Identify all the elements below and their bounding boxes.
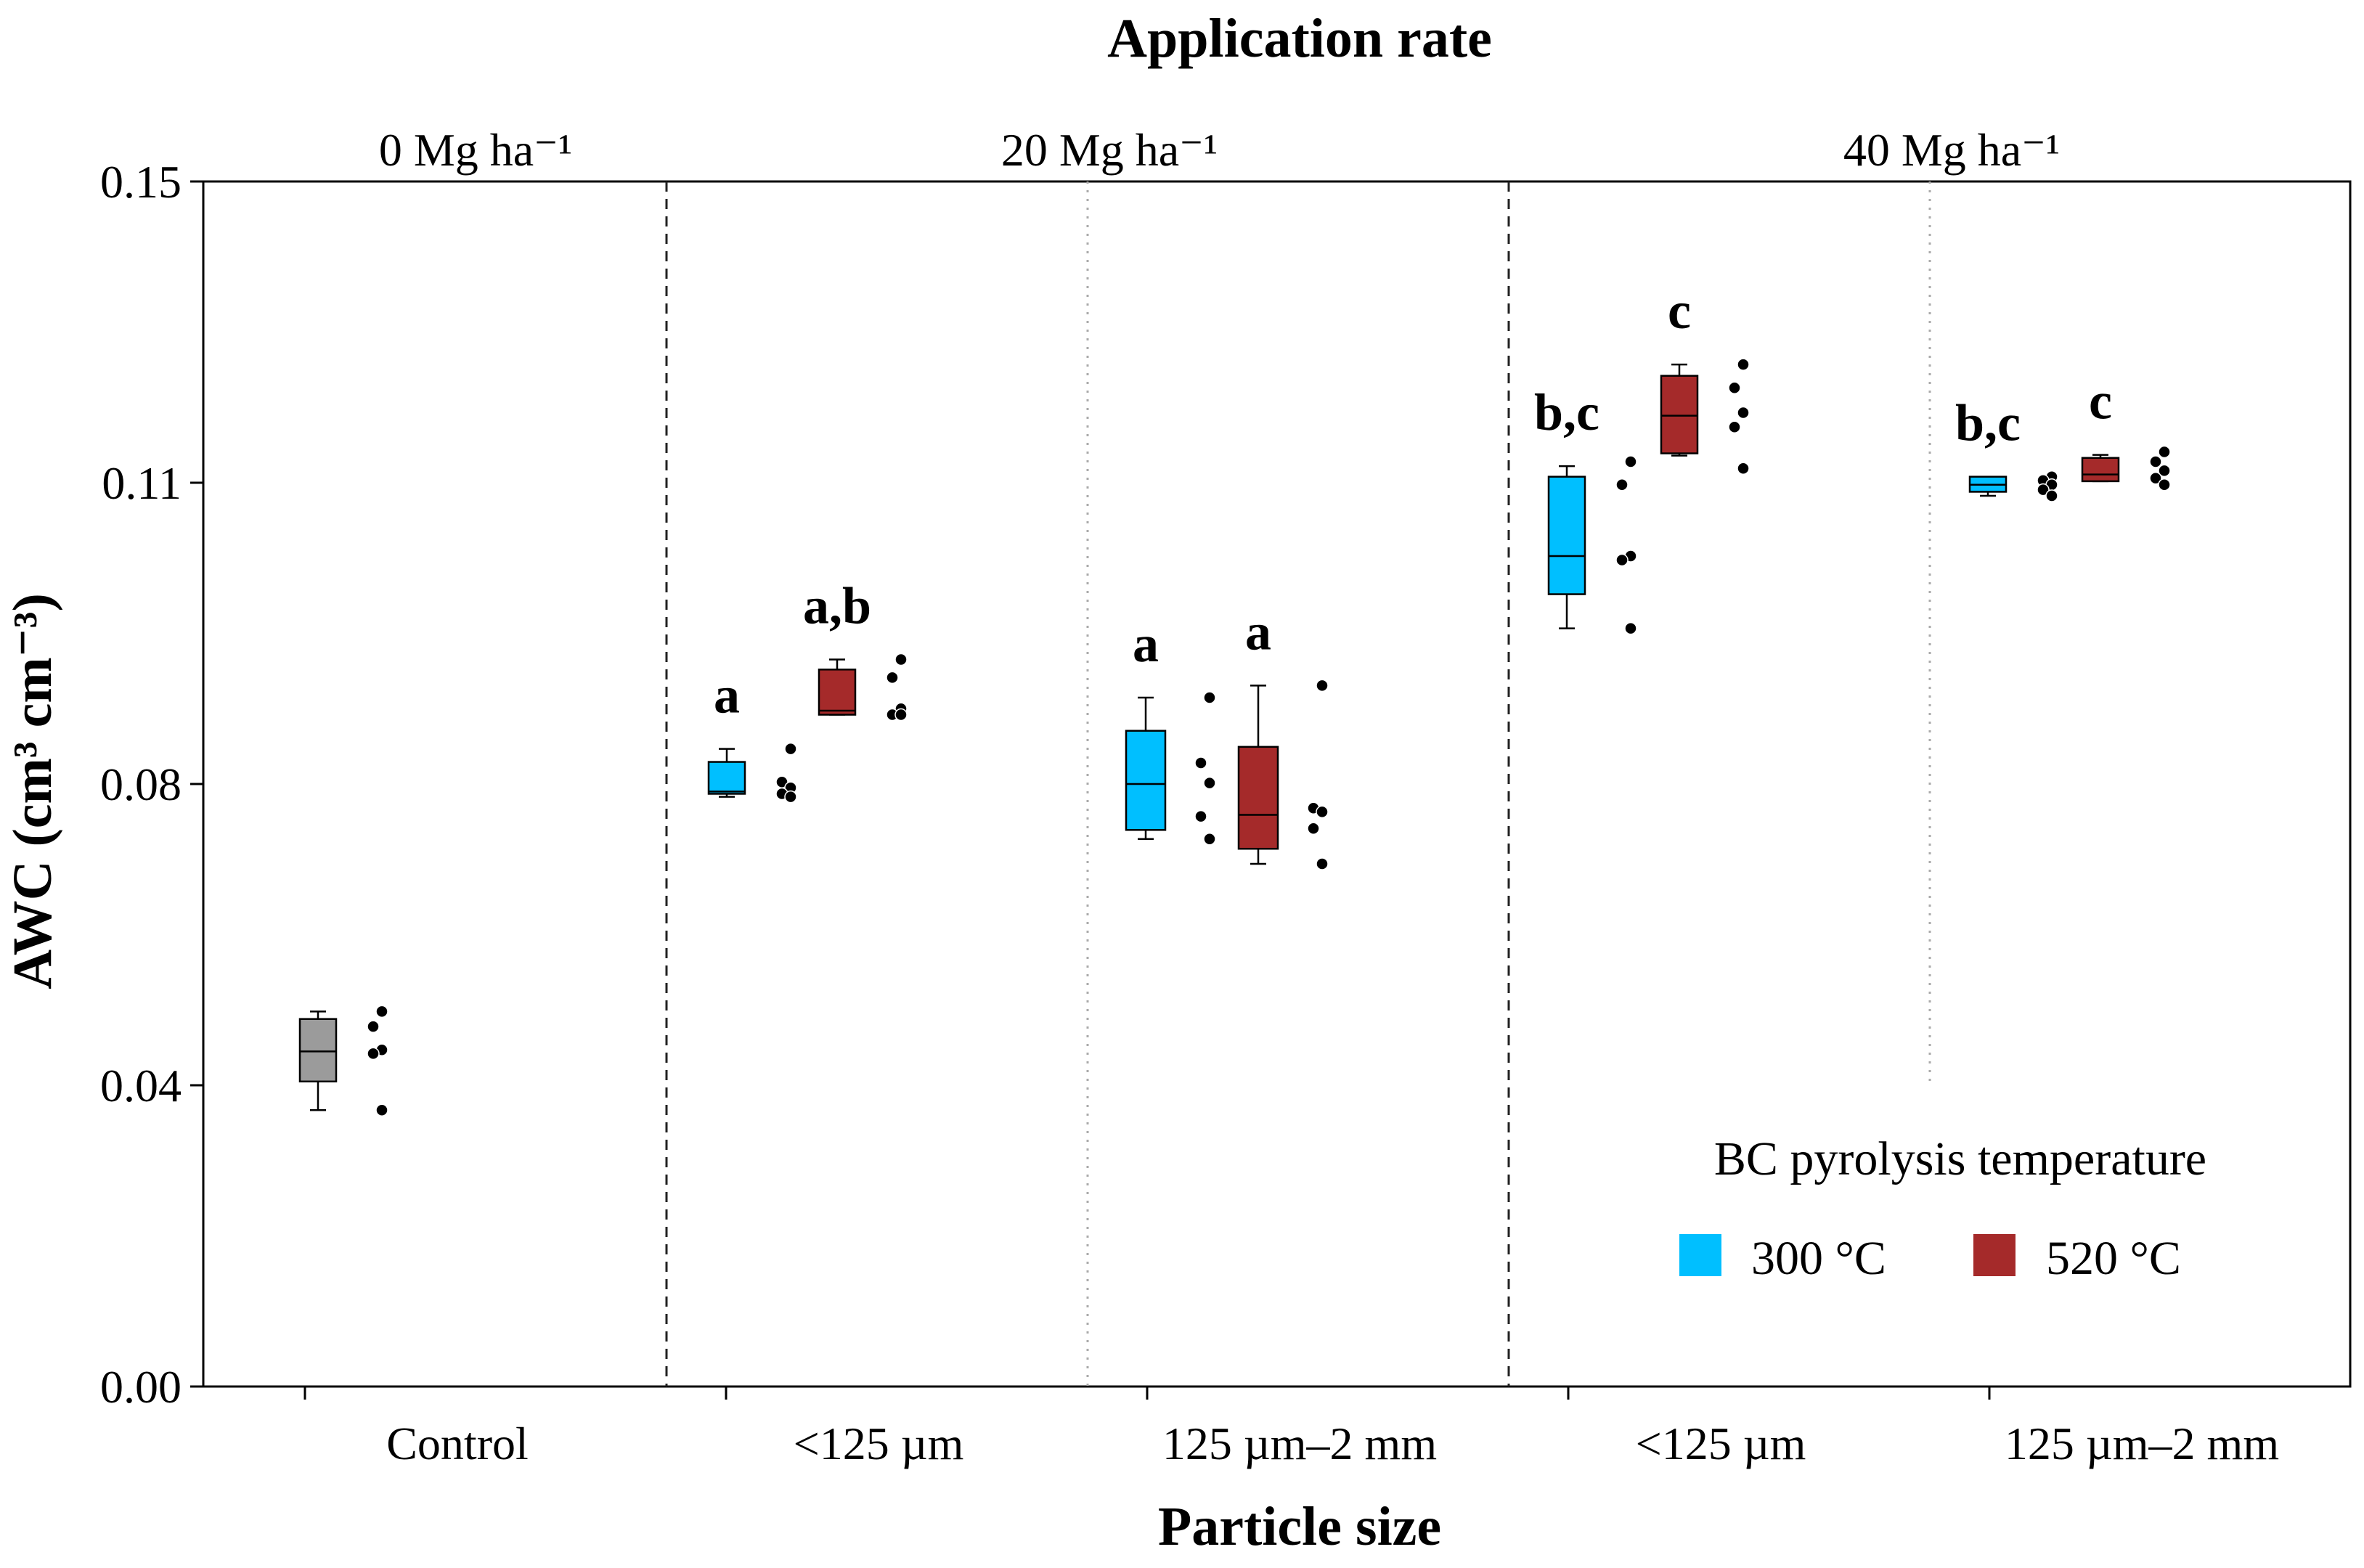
data-point	[1728, 420, 1741, 433]
data-point	[2045, 489, 2058, 502]
group-label-0: 0 Mg ha⁻¹	[379, 124, 572, 176]
data-point	[375, 1005, 388, 1018]
significance-letter: b,c	[1955, 394, 2021, 452]
legend-label-300: 300 °C	[1751, 1232, 1886, 1285]
data-point	[1624, 455, 1637, 468]
legend-swatch-520	[1973, 1234, 2015, 1276]
significance-letter: a	[714, 666, 740, 724]
significance-letter: c	[2089, 372, 2112, 430]
data-point	[1203, 776, 1216, 790]
data-point	[2158, 464, 2171, 478]
x-axis-title: Particle size	[1158, 1496, 1441, 1557]
data-point	[894, 708, 908, 722]
y-tick-label: 0.11	[102, 457, 182, 509]
data-point	[1203, 832, 1216, 846]
data-point	[784, 790, 797, 804]
y-axis-title: AWC (cm³ cm⁻³)	[2, 593, 63, 989]
data-point	[894, 653, 908, 666]
box-520	[818, 669, 857, 716]
x-category-label: <125 µm	[1636, 1418, 1806, 1469]
y-tick-label: 0.00	[100, 1361, 182, 1413]
data-point	[367, 1047, 380, 1061]
data-point	[2149, 472, 2162, 485]
data-point	[1316, 805, 1329, 819]
legend: BC pyrolysis temperature 300 °C 520 °C	[1679, 1132, 2206, 1285]
data-point	[2149, 455, 2162, 468]
data-point	[1624, 621, 1637, 635]
data-point	[1194, 809, 1207, 823]
x-category-label: 125 µm–2 mm	[2005, 1418, 2279, 1469]
data-point	[1316, 857, 1329, 870]
legend-label-520: 520 °C	[2046, 1232, 2181, 1285]
significance-letter: b,c	[1534, 383, 1599, 441]
significance-letter: a	[1245, 603, 1271, 661]
data-point	[2158, 445, 2171, 459]
significance-letter: a	[1133, 615, 1159, 673]
y-tick-label: 0.04	[100, 1060, 182, 1111]
data-point	[2158, 478, 2171, 491]
x-category-label: <125 µm	[794, 1418, 964, 1469]
box-control	[298, 1018, 338, 1083]
box-520	[1237, 746, 1279, 850]
group-label-40: 40 Mg ha⁻¹	[1843, 124, 2060, 176]
y-tick-label: 0.15	[100, 156, 182, 208]
plot-area: 0.00 0.04 0.08 0.11 0.15 Control <125 µm 125 µm…	[100, 156, 2352, 1469]
box-300	[1547, 475, 1586, 595]
x-category-label: 125 µm–2 mm	[1162, 1418, 1437, 1469]
data-point	[1316, 679, 1329, 693]
data-point	[1307, 822, 1320, 835]
legend-swatch-300	[1679, 1234, 1721, 1276]
data-point	[1728, 381, 1741, 395]
box-300	[1125, 730, 1167, 831]
legend-title: BC pyrolysis temperature	[1714, 1132, 2206, 1185]
data-point	[2037, 483, 2050, 497]
data-point	[1615, 553, 1629, 567]
significance-letter: a,b	[803, 576, 871, 634]
group-label-20: 20 Mg ha⁻¹	[1001, 124, 1218, 176]
box-520	[1660, 375, 1699, 454]
x-category-label: Control	[386, 1418, 529, 1469]
data-point	[1737, 406, 1750, 420]
data-point	[1615, 478, 1629, 491]
chart-title: Application rate	[1107, 8, 1492, 69]
data-point	[1737, 462, 1750, 475]
data-point	[886, 671, 899, 685]
data-point	[784, 742, 797, 756]
data-point	[375, 1103, 388, 1116]
box-300	[707, 761, 746, 795]
box-520	[2081, 457, 2120, 483]
y-tick-label: 0.08	[100, 759, 182, 810]
data-point	[1203, 691, 1216, 704]
data-point	[1194, 756, 1207, 769]
data-point	[1737, 358, 1750, 371]
significance-letter: c	[1668, 282, 1691, 340]
data-point	[367, 1020, 380, 1033]
